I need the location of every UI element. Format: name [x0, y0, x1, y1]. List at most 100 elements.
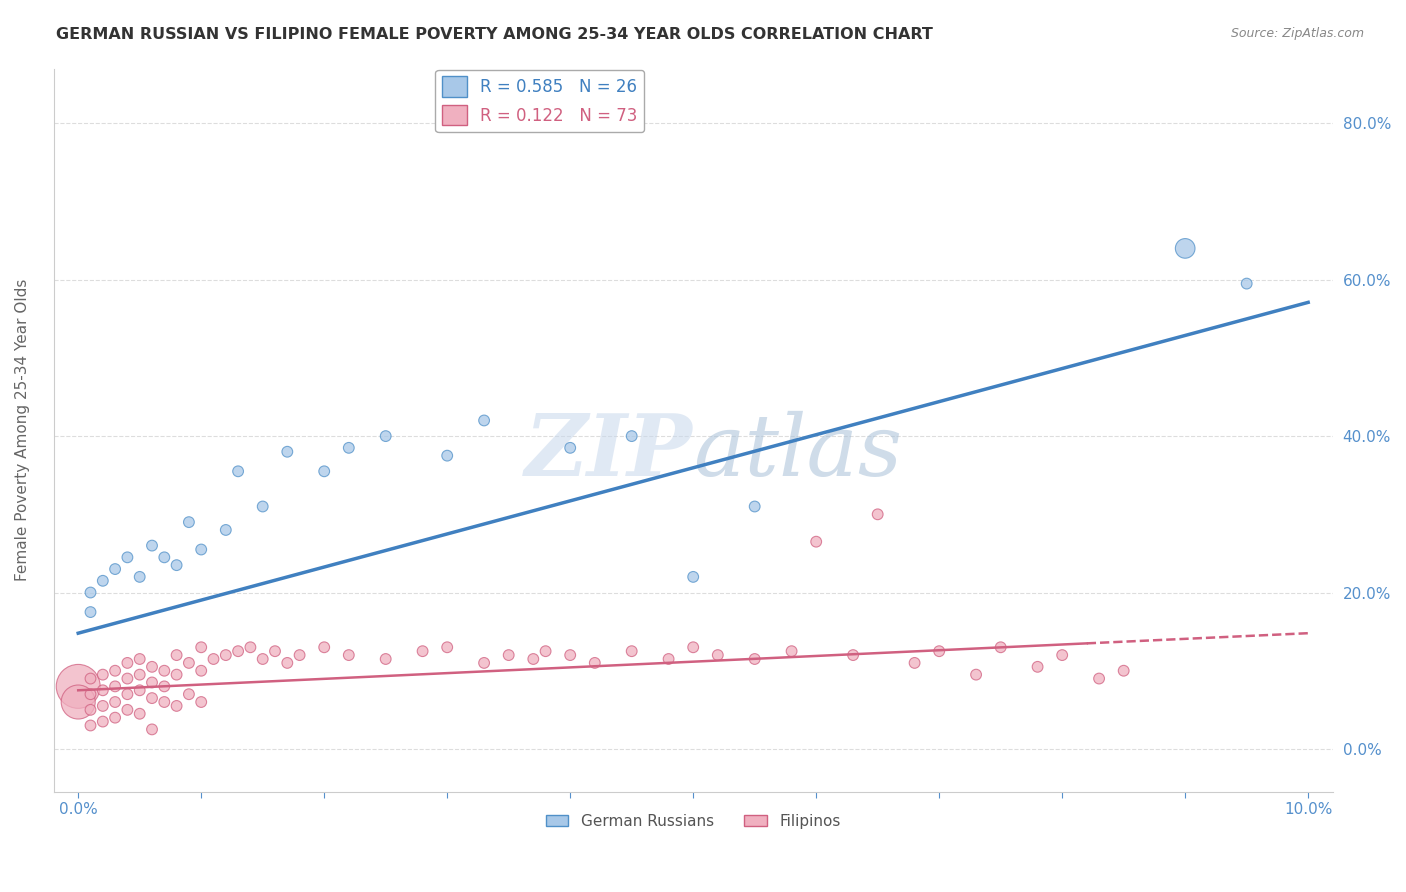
Text: atlas: atlas [693, 410, 903, 493]
Point [190, 542, 212, 557]
Point [744, 652, 766, 666]
Point [903, 656, 925, 670]
Point [472, 656, 495, 670]
Point [91, 683, 114, 698]
Point [104, 695, 127, 709]
Point [166, 698, 188, 713]
Legend: German Russians, Filipinos: German Russians, Filipinos [540, 808, 846, 835]
Point [117, 550, 139, 565]
Point [141, 660, 163, 674]
Point [128, 667, 150, 681]
Point [1236, 277, 1258, 291]
Point [79, 703, 101, 717]
Point [104, 664, 127, 678]
Point [91, 698, 114, 713]
Point [117, 703, 139, 717]
Point [276, 444, 298, 458]
Point [79, 585, 101, 599]
Point [190, 695, 212, 709]
Text: ZIP: ZIP [526, 410, 693, 493]
Point [190, 640, 212, 655]
Point [314, 640, 336, 655]
Point [780, 644, 803, 658]
Point [1112, 664, 1135, 678]
Point [990, 640, 1012, 655]
Point [226, 644, 249, 658]
Point [682, 570, 704, 584]
Point [91, 714, 114, 729]
Point [264, 644, 287, 658]
Point [1050, 648, 1073, 662]
Point [472, 413, 495, 427]
Y-axis label: Female Poverty Among 25-34 Year Olds: Female Poverty Among 25-34 Year Olds [15, 279, 30, 582]
Point [190, 664, 212, 678]
Point [337, 441, 360, 455]
Text: GERMAN RUSSIAN VS FILIPINO FEMALE POVERTY AMONG 25-34 YEAR OLDS CORRELATION CHAR: GERMAN RUSSIAN VS FILIPINO FEMALE POVERT… [56, 27, 934, 42]
Point [337, 648, 360, 662]
Point [141, 691, 163, 706]
Point [682, 640, 704, 655]
Point [842, 648, 865, 662]
Point [252, 500, 274, 514]
Point [436, 449, 458, 463]
Point [166, 667, 188, 681]
Point [215, 523, 238, 537]
Point [79, 605, 101, 619]
Point [91, 574, 114, 588]
Point [620, 644, 643, 658]
Point [658, 652, 681, 666]
Point [866, 508, 889, 522]
Point [166, 558, 188, 573]
Point [806, 534, 828, 549]
Point [226, 464, 249, 478]
Point [79, 687, 101, 701]
Point [252, 652, 274, 666]
Point [534, 644, 557, 658]
Point [79, 672, 101, 686]
Point [1088, 672, 1111, 686]
Point [166, 648, 188, 662]
Point [498, 648, 520, 662]
Point [215, 648, 238, 662]
Point [117, 687, 139, 701]
Point [128, 683, 150, 698]
Point [374, 652, 396, 666]
Point [153, 679, 176, 693]
Point [202, 652, 225, 666]
Point [117, 656, 139, 670]
Point [1174, 241, 1197, 255]
Point [79, 718, 101, 732]
Point [412, 644, 434, 658]
Point [104, 562, 127, 576]
Point [288, 648, 311, 662]
Point [104, 711, 127, 725]
Point [117, 672, 139, 686]
Point [141, 723, 163, 737]
Point [744, 500, 766, 514]
Point [314, 464, 336, 478]
Point [707, 648, 730, 662]
Point [560, 648, 582, 662]
Point [128, 652, 150, 666]
Point [583, 656, 606, 670]
Point [522, 652, 544, 666]
Point [177, 515, 200, 529]
Point [67, 695, 90, 709]
Point [128, 570, 150, 584]
Point [153, 550, 176, 565]
Text: Source: ZipAtlas.com: Source: ZipAtlas.com [1230, 27, 1364, 40]
Point [436, 640, 458, 655]
Point [141, 539, 163, 553]
Point [153, 664, 176, 678]
Point [67, 679, 90, 693]
Point [374, 429, 396, 443]
Point [177, 656, 200, 670]
Point [1026, 660, 1049, 674]
Point [928, 644, 950, 658]
Point [104, 679, 127, 693]
Point [153, 695, 176, 709]
Point [560, 441, 582, 455]
Point [965, 667, 987, 681]
Point [620, 429, 643, 443]
Point [91, 667, 114, 681]
